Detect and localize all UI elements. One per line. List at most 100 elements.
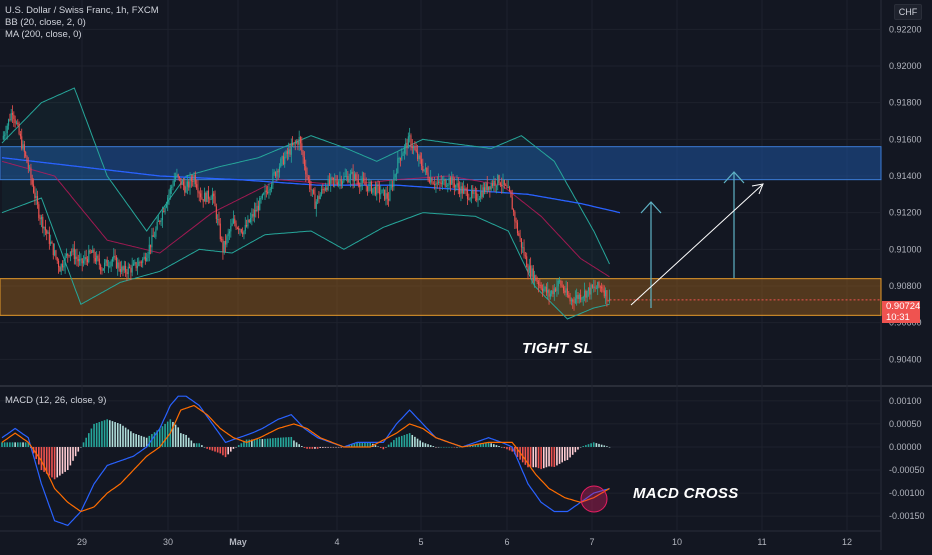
candle-body bbox=[356, 179, 358, 181]
candle-body bbox=[22, 144, 24, 149]
candle-body bbox=[474, 192, 476, 194]
macd-histogram-bar bbox=[198, 443, 201, 447]
candle-body bbox=[385, 193, 387, 200]
macd-histogram-bar bbox=[85, 437, 87, 447]
macd-histogram-bar bbox=[329, 446, 332, 448]
candle-body bbox=[29, 167, 31, 169]
candle-body bbox=[594, 286, 596, 289]
time-tick-label: 7 bbox=[589, 537, 594, 547]
macd-histogram-bar bbox=[532, 446, 535, 468]
price-tick-label: 0.91600 bbox=[889, 134, 922, 144]
candle-body bbox=[176, 174, 178, 177]
macd-histogram-bar bbox=[282, 437, 285, 447]
candle-body bbox=[249, 218, 252, 223]
price-tick-label: 0.91400 bbox=[889, 171, 922, 181]
candle-body bbox=[502, 179, 504, 186]
macd-histogram-bar bbox=[548, 446, 550, 467]
macd-histogram-bar bbox=[403, 434, 406, 447]
candle-body bbox=[345, 176, 348, 177]
macd-histogram-bar bbox=[498, 446, 500, 447]
candle-body bbox=[407, 136, 409, 149]
candle-body bbox=[320, 189, 323, 195]
candle-body bbox=[324, 187, 327, 191]
projection-arrow-head bbox=[640, 201, 662, 214]
macd-histogram-bar bbox=[232, 446, 235, 449]
macd-histogram-bar bbox=[1, 442, 3, 447]
symbol-legend[interactable]: U.S. Dollar / Swiss Franc, 1h, FXCM bbox=[5, 5, 159, 16]
candle-body bbox=[61, 264, 64, 268]
macd-histogram-bar bbox=[111, 421, 114, 447]
macd-histogram-bar bbox=[516, 446, 519, 457]
candle-body bbox=[491, 183, 494, 186]
macd-histogram-bar bbox=[206, 446, 208, 449]
candle-body bbox=[92, 249, 94, 253]
macd-histogram-bar bbox=[450, 446, 453, 448]
macd-histogram-bar bbox=[219, 446, 222, 454]
candle-body bbox=[418, 155, 420, 159]
macd-histogram-bar bbox=[164, 423, 166, 447]
candle-body bbox=[481, 191, 483, 197]
macd-legend-label[interactable]: MACD (12, 26, close, 9) bbox=[5, 395, 107, 406]
projection-arrow-head-2 bbox=[723, 171, 745, 184]
candle-body bbox=[518, 233, 520, 236]
candle-body bbox=[414, 147, 416, 150]
candle-body bbox=[197, 187, 199, 193]
macd-histogram-bar bbox=[474, 444, 477, 447]
candle-body bbox=[144, 256, 146, 262]
macd-histogram-bar bbox=[553, 446, 556, 467]
macd-cross-marker bbox=[580, 485, 608, 513]
candle-body bbox=[443, 179, 445, 181]
macd-histogram-bar bbox=[440, 446, 443, 448]
macd-histogram-bar bbox=[251, 439, 253, 447]
candle-body bbox=[499, 183, 501, 186]
candle-body bbox=[495, 185, 497, 187]
candle-body bbox=[360, 182, 362, 187]
candle-body bbox=[253, 209, 256, 217]
macd-histogram-bar bbox=[308, 446, 311, 449]
candle-body bbox=[209, 198, 211, 200]
candle-body bbox=[580, 294, 582, 300]
candle-body bbox=[6, 125, 8, 133]
macd-histogram-bar bbox=[6, 442, 9, 447]
candle-body bbox=[25, 151, 27, 156]
candle-body bbox=[102, 268, 104, 271]
ma-legend[interactable]: MA (200, close, 0) bbox=[5, 29, 82, 40]
candle-body bbox=[455, 185, 457, 188]
candle-body bbox=[251, 214, 253, 219]
candle-body bbox=[516, 222, 519, 234]
candle-body bbox=[153, 236, 156, 238]
candle-body bbox=[560, 280, 562, 286]
macd-histogram-bar bbox=[53, 446, 56, 480]
candle-body bbox=[230, 225, 232, 232]
candle-body bbox=[562, 286, 565, 291]
candle-body bbox=[484, 187, 486, 192]
candle-body bbox=[82, 260, 85, 264]
macd-histogram-bar bbox=[335, 446, 337, 448]
candle-body bbox=[207, 190, 210, 199]
candle-body bbox=[593, 286, 595, 288]
candle-body bbox=[272, 173, 274, 185]
macd-histogram-bar bbox=[448, 446, 450, 448]
candle-body bbox=[423, 169, 425, 171]
macd-histogram-bar bbox=[40, 446, 43, 471]
macd-histogram-bar bbox=[485, 442, 487, 447]
candle-body bbox=[460, 186, 462, 194]
last-price-tag: 0.90724 10:31 bbox=[882, 301, 920, 323]
candle-body bbox=[213, 193, 215, 197]
candle-body bbox=[587, 287, 590, 291]
macd-histogram-bar bbox=[93, 423, 95, 447]
time-tick-label: 30 bbox=[163, 537, 173, 547]
candle-body bbox=[364, 180, 366, 186]
macd-histogram-bar bbox=[11, 442, 14, 447]
candle-body bbox=[570, 299, 572, 302]
candle-body bbox=[14, 119, 16, 124]
currency-badge[interactable]: CHF bbox=[894, 4, 922, 20]
bb-legend[interactable]: BB (20, close, 2, 0) bbox=[5, 17, 86, 28]
candle-body bbox=[146, 258, 148, 262]
candle-body bbox=[589, 287, 591, 295]
candle-body bbox=[331, 177, 333, 179]
candle-body bbox=[43, 227, 45, 229]
candle-body bbox=[342, 181, 344, 185]
